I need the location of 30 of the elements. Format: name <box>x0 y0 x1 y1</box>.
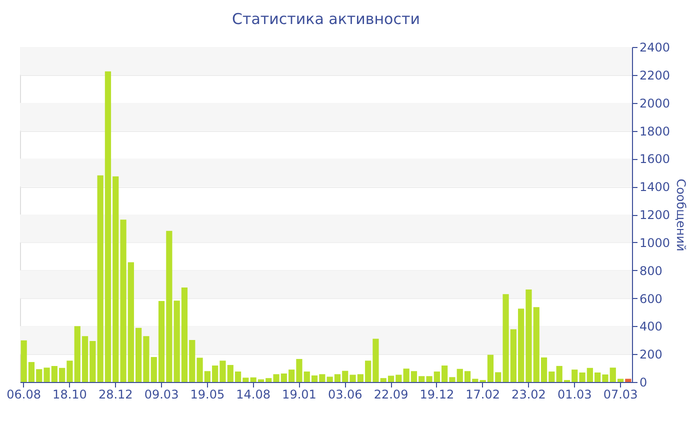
y-tick-label: 2200 <box>640 68 670 82</box>
y-tick-label: 600 <box>640 292 662 306</box>
y-tick-label: 1800 <box>640 124 670 138</box>
x-tick-label: 03.06 <box>328 388 362 402</box>
y-axis-title: Сообщений <box>674 178 688 252</box>
x-tick-label: 28.12 <box>98 388 133 402</box>
chart-title: Статистика активности <box>232 10 420 28</box>
x-tick-label: 14.08 <box>236 388 271 402</box>
x-tick-label: 22.09 <box>374 388 408 402</box>
y-tick-label: 400 <box>640 320 662 334</box>
y-tick-label: 2400 <box>640 40 670 54</box>
x-tick-label: 09.03 <box>144 388 179 402</box>
x-tick-label: 19.01 <box>282 388 316 402</box>
x-tick-label: 18.10 <box>52 388 87 402</box>
y-tick-label: 0 <box>640 376 648 390</box>
x-tick-label: 23.02 <box>512 388 546 402</box>
x-tick-label: 06.08 <box>6 388 42 402</box>
x-tick-label: 19.12 <box>420 388 454 402</box>
y-tick-label: 1600 <box>640 152 670 166</box>
y-tick-label: 1000 <box>640 236 670 250</box>
y-tick-label: 800 <box>640 264 662 278</box>
bar <box>625 378 632 382</box>
x-tick-label: 01.03 <box>557 388 592 402</box>
y-tick-label: 1200 <box>640 208 670 222</box>
x-tick-label: 19.05 <box>190 388 225 402</box>
y-tick-label: 1400 <box>640 180 670 194</box>
x-tick-label: 07.03 <box>603 388 638 402</box>
y-tick-label: 200 <box>640 348 662 362</box>
x-tick-label: 17.02 <box>466 388 500 402</box>
y-tick-label: 2000 <box>640 96 670 110</box>
